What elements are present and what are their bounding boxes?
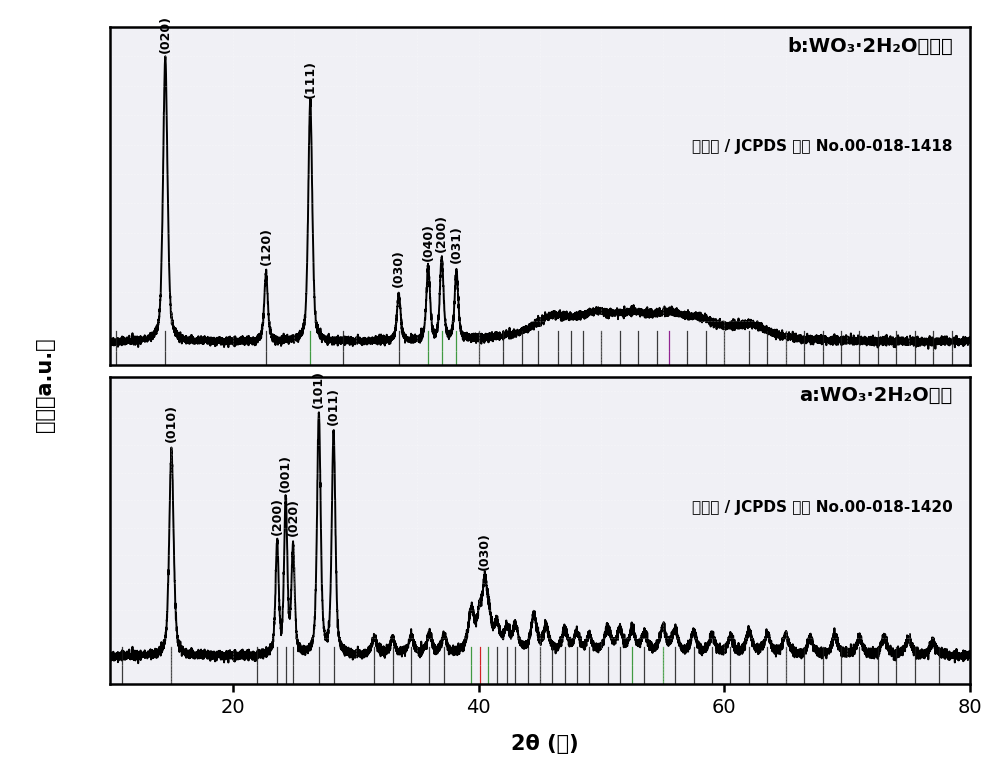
Text: (040): (040) <box>422 223 435 261</box>
Text: (120): (120) <box>260 227 273 265</box>
Text: (200): (200) <box>271 497 284 535</box>
Text: 2θ (度): 2θ (度) <box>511 734 579 754</box>
Text: (001): (001) <box>279 454 292 492</box>
Text: (111): (111) <box>304 60 317 98</box>
Text: 强度（a.u.）: 强度（a.u.） <box>35 337 55 432</box>
Text: (030): (030) <box>478 533 491 571</box>
Text: (020): (020) <box>287 498 300 536</box>
Text: (010): (010) <box>165 404 178 442</box>
Text: b:WO₃·2H₂O纳米片: b:WO₃·2H₂O纳米片 <box>787 37 953 56</box>
Text: a:WO₃·2H₂O块体: a:WO₃·2H₂O块体 <box>800 386 953 405</box>
Text: (200): (200) <box>435 214 448 251</box>
Text: (101): (101) <box>312 371 325 408</box>
Text: (011): (011) <box>327 388 340 425</box>
Text: 正交相 / JCPDS 卡片 No.00-018-1418: 正交相 / JCPDS 卡片 No.00-018-1418 <box>692 138 953 154</box>
Text: (020): (020) <box>159 15 172 53</box>
Text: 单斜相 / JCPDS 卡片 No.00-018-1420: 单斜相 / JCPDS 卡片 No.00-018-1420 <box>692 500 953 515</box>
Text: (031): (031) <box>450 225 463 263</box>
Text: (030): (030) <box>392 249 405 287</box>
